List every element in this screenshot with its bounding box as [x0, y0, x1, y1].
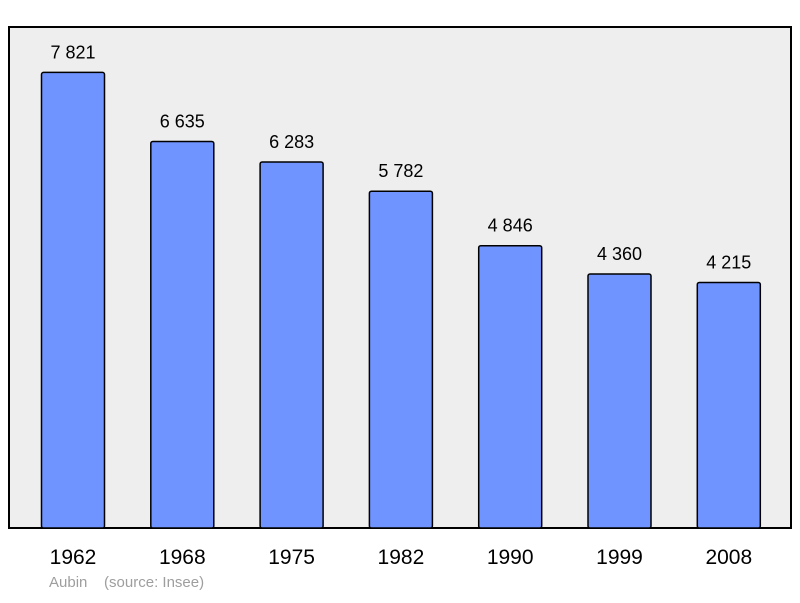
x-tick-labels-layer: 1962 1968 1975 1982 1990 1999 2008 — [50, 546, 753, 569]
value-label-1999: 4 360 — [597, 244, 642, 264]
x-tick-1968: 1968 — [159, 546, 206, 569]
bar-2008 — [696, 281, 762, 529]
bar-1968 — [150, 140, 215, 529]
x-tick-1990: 1990 — [487, 546, 534, 569]
x-tick-1982: 1982 — [378, 546, 425, 569]
bar-1962 — [40, 71, 106, 529]
value-label-1962: 7 821 — [50, 42, 95, 62]
bar-1999 — [587, 273, 652, 529]
bar-1990 — [477, 244, 543, 529]
chart-footer: Aubin (source: Insee) — [49, 574, 204, 591]
value-label-2008: 4 215 — [706, 253, 751, 273]
value-label-1968: 6 635 — [160, 112, 205, 132]
value-label-1975: 6 283 — [269, 132, 314, 152]
value-labels-layer: 7 821 6 635 6 283 5 782 4 846 4 360 4 215 — [50, 42, 751, 272]
bar-1975 — [259, 161, 324, 529]
x-tick-2008: 2008 — [705, 546, 752, 569]
bar-1982 — [368, 190, 434, 529]
x-tick-1999: 1999 — [596, 546, 643, 569]
footer-place: Aubin — [49, 574, 88, 591]
x-tick-1962: 1962 — [50, 546, 97, 569]
value-label-1990: 4 846 — [488, 216, 533, 236]
x-tick-1975: 1975 — [268, 546, 315, 569]
footer-source: (source: Insee) — [104, 574, 205, 591]
value-label-1982: 5 782 — [378, 161, 423, 181]
bars-layer — [40, 71, 762, 529]
